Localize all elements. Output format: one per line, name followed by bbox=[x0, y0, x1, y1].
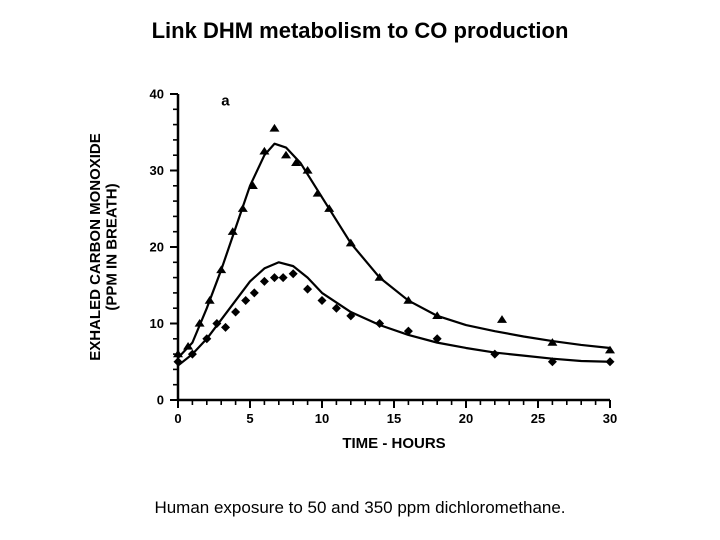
svg-text:30: 30 bbox=[150, 163, 164, 178]
x-axis-label: TIME - HOURS bbox=[342, 435, 445, 452]
slide-title: Link DHM metabolism to CO production bbox=[0, 18, 720, 44]
svg-text:40: 40 bbox=[150, 87, 164, 102]
panel-label: a bbox=[221, 92, 230, 109]
svg-text:5: 5 bbox=[246, 411, 253, 426]
svg-text:25: 25 bbox=[531, 411, 545, 426]
svg-text:20: 20 bbox=[150, 240, 164, 255]
svg-text:15: 15 bbox=[387, 411, 401, 426]
svg-text:30: 30 bbox=[603, 411, 617, 426]
slide: Link DHM metabolism to CO production 0 5 1… bbox=[0, 0, 720, 540]
svg-text:20: 20 bbox=[459, 411, 473, 426]
slide-caption: Human exposure to 50 and 350 ppm dichlor… bbox=[0, 498, 720, 518]
svg-text:10: 10 bbox=[150, 316, 164, 331]
svg-text:10: 10 bbox=[315, 411, 329, 426]
y-axis-label: EXHALED CARBON MONOXIDE(PPM IN BREATH) bbox=[90, 133, 120, 361]
svg-text:0: 0 bbox=[157, 393, 164, 408]
svg-text:0: 0 bbox=[174, 411, 181, 426]
co-chart: 0 5 10 15 20 25 30 0 10 20 30 40 TIME - HOURS EXHALED… bbox=[90, 80, 630, 460]
chart-svg: 0 5 10 15 20 25 30 0 10 20 30 40 TIME - HOURS EXHALED… bbox=[90, 80, 630, 460]
